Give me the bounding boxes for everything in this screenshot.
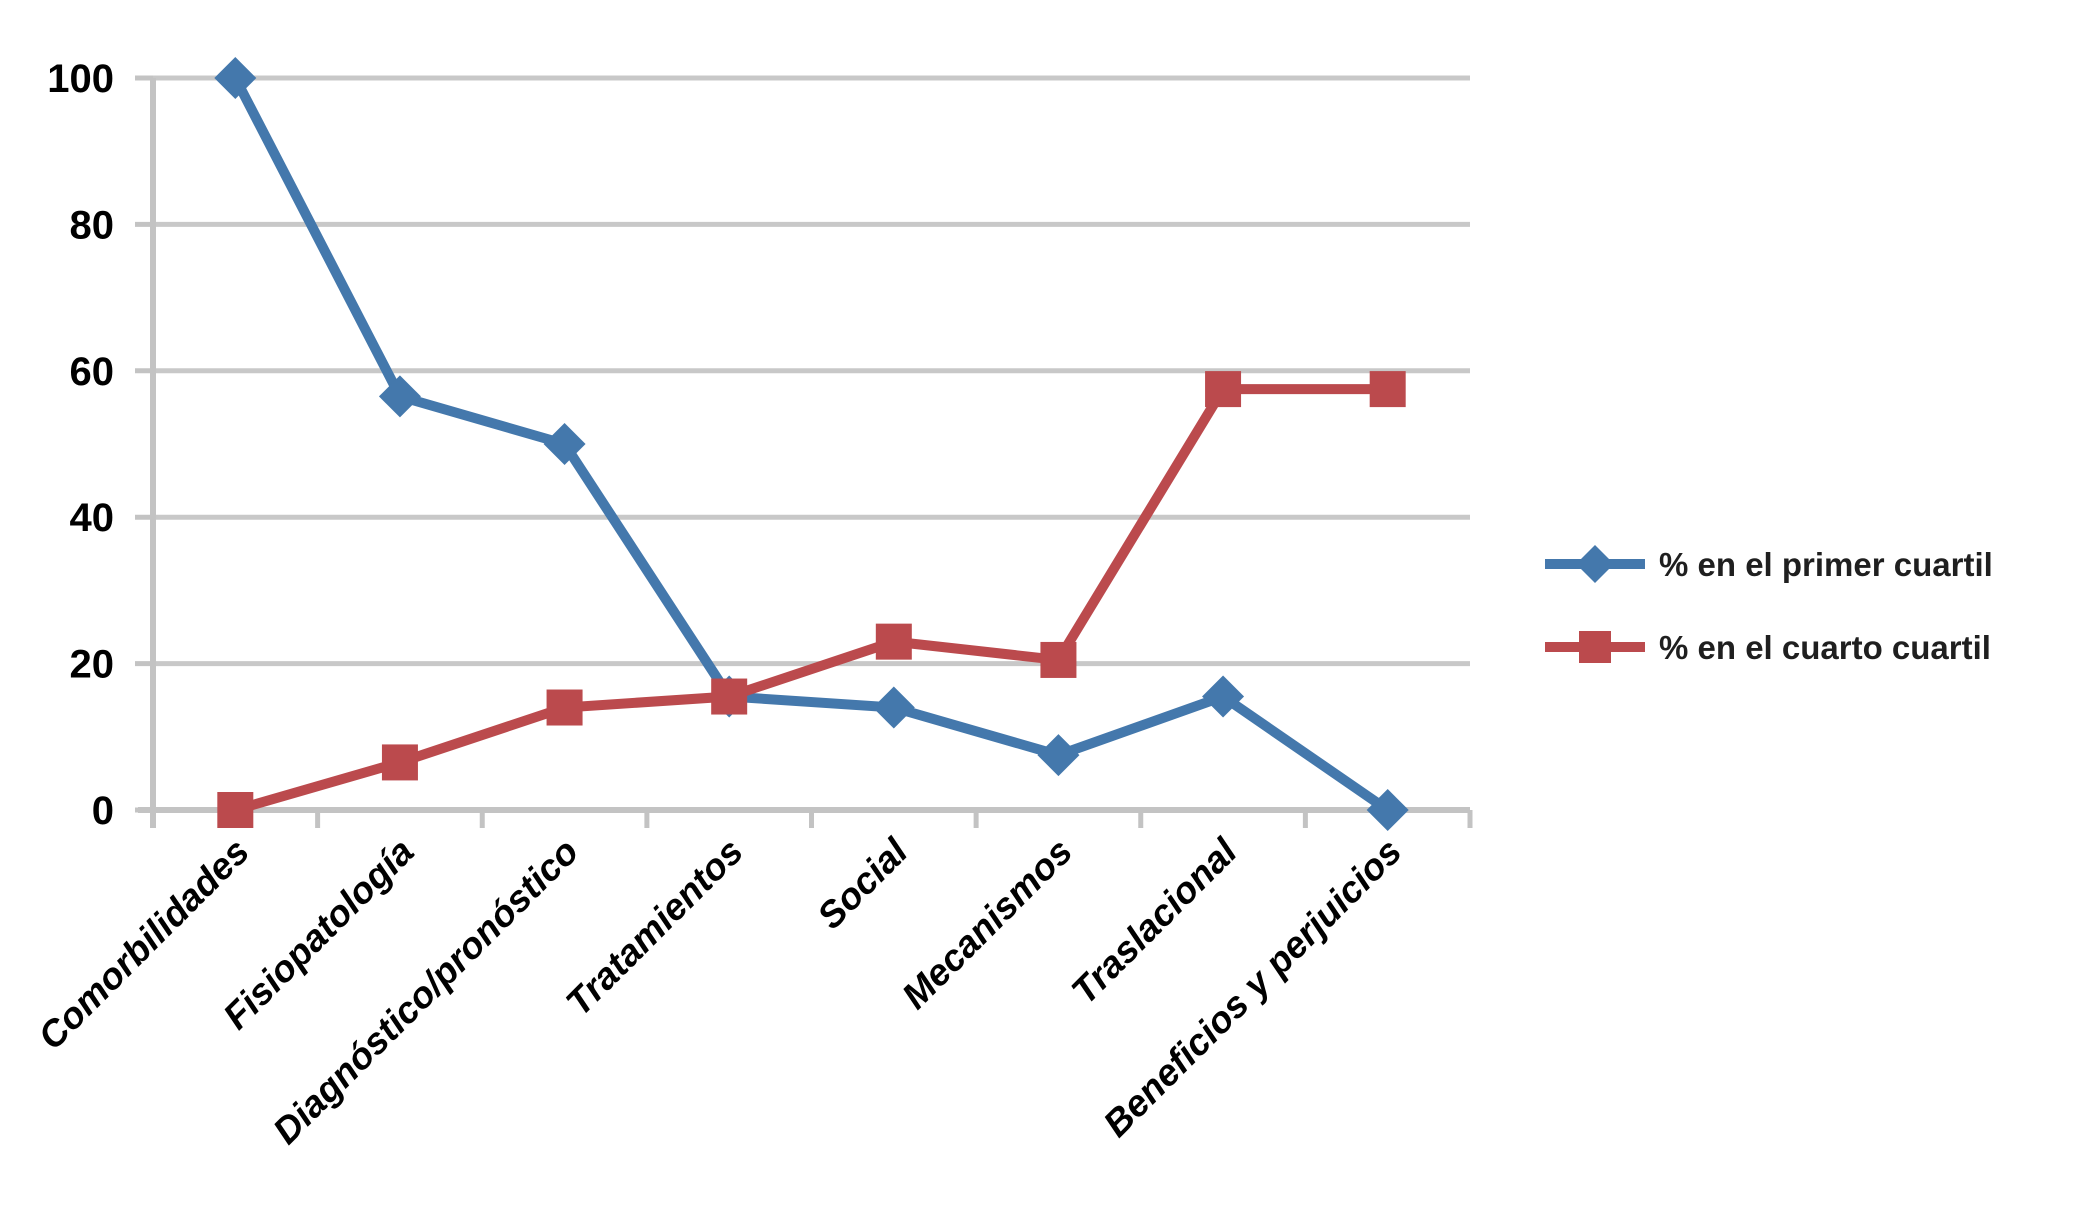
axes (135, 75, 1473, 828)
x-category-label-4: Tratamientos (558, 831, 751, 1024)
legend-label: % en el cuarto cuartil (1659, 629, 1991, 666)
series-line (230, 73, 1393, 815)
diamond-marker (214, 57, 257, 99)
y-tick-label-40: 40 (70, 496, 115, 540)
diamond-marker (543, 423, 586, 465)
x-category-label-5: Social (809, 830, 916, 937)
y-tick-label-60: 60 (70, 350, 115, 394)
diamond-marker (872, 686, 915, 729)
square-marker (381, 744, 418, 781)
square-marker (1205, 371, 1242, 408)
diamond-marker (378, 375, 421, 418)
series-lines (214, 57, 1409, 831)
legend-label: % en el primer cuartil (1659, 546, 1993, 583)
square-marker (1040, 641, 1077, 678)
square-marker (1369, 371, 1406, 408)
diamond-marker (1202, 675, 1245, 718)
legend: % en el primer cuartil % en el cuarto cua… (1545, 545, 1993, 666)
y-tick-label-0: 0 (92, 789, 114, 833)
series-primer-cuartil (214, 57, 1409, 831)
x-category-label-1: Comorbilidades (30, 831, 257, 1058)
square-marker (546, 689, 583, 726)
legend-entry-primer-cuartil: % en el primer cuartil (1545, 545, 1993, 583)
x-category-label-6: Mecanismos (894, 831, 1080, 1017)
series-cuarto-cuartil (217, 371, 1406, 828)
x-category-label-7: Traslacional (1064, 830, 1246, 1012)
x-axis-labels: ComorbilidadesFisiopatologíaDiagnóstico/… (30, 830, 1409, 1152)
y-tick-label-20: 20 (70, 643, 115, 687)
diamond-marker (1037, 734, 1080, 777)
y-axis-labels: 0 20 40 60 80 100 (47, 57, 114, 833)
square-marker (711, 678, 748, 715)
y-tick-label-100: 100 (47, 57, 114, 101)
square-marker (875, 623, 912, 660)
x-category-label-3: Diagnóstico/pronóstico (265, 831, 586, 1152)
series-line (230, 384, 1393, 815)
legend-entry-cuarto-cuartil: % en el cuarto cuartil (1545, 629, 1991, 666)
gridlines (153, 75, 1470, 667)
legend-square-icon (1579, 631, 1611, 663)
y-tick-label-80: 80 (70, 203, 115, 247)
legend-diamond-icon (1576, 545, 1614, 583)
diamond-marker (1366, 789, 1409, 831)
x-category-label-8: Beneficios y perjuicios (1095, 831, 1409, 1145)
square-marker (217, 792, 254, 828)
